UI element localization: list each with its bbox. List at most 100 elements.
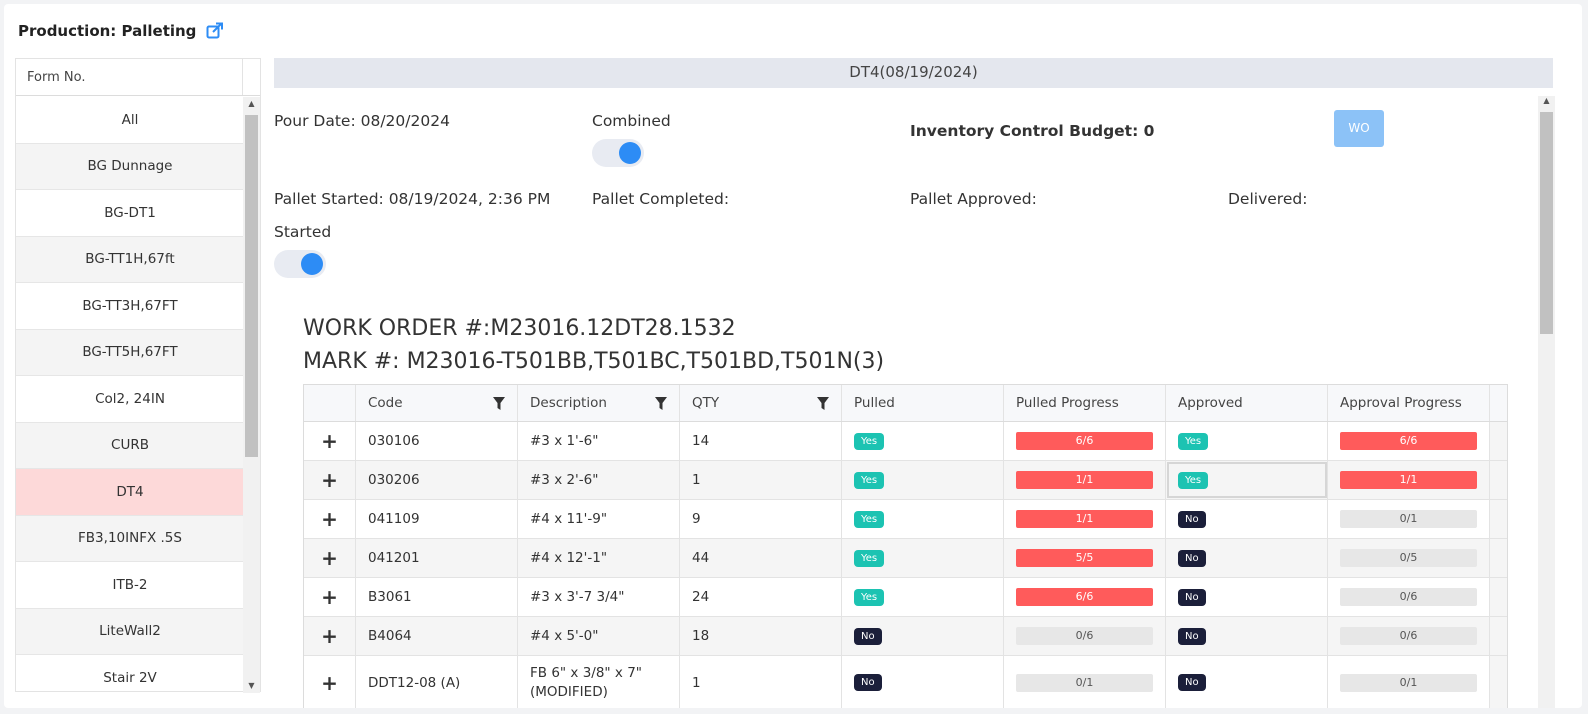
- filter-icon[interactable]: [655, 397, 667, 410]
- approval-progress-cell: 0/1: [1328, 656, 1490, 708]
- approved-cell[interactable]: No: [1166, 500, 1328, 538]
- pulled-cell: No: [842, 617, 1004, 655]
- expand-row-button[interactable]: +: [304, 461, 356, 499]
- scroll-up-icon[interactable]: ▲: [1543, 96, 1550, 105]
- pallet-details: Pour Date: 08/20/2024 Combined Inventory…: [274, 96, 1538, 708]
- column-header-approval-progress[interactable]: Approval Progress: [1328, 385, 1490, 421]
- started-label: Started: [274, 223, 332, 241]
- approved-cell[interactable]: No: [1166, 617, 1328, 655]
- table-row[interactable]: + DDT12-08 (A) FB 6" x 3/8" x 7" (MODIFIED…: [304, 656, 1507, 708]
- form-list-item[interactable]: BG-DT1: [16, 190, 244, 237]
- details-scrollbar[interactable]: ▲: [1538, 96, 1555, 708]
- expand-row-button[interactable]: +: [304, 656, 356, 708]
- progress-bar: 1/1: [1016, 471, 1153, 489]
- pulled-cell: Yes: [842, 539, 1004, 577]
- description-cell: FB 6" x 3/8" x 7" (MODIFIED): [518, 656, 680, 708]
- form-list-item[interactable]: BG-TT1H,67ft: [16, 236, 244, 283]
- form-list-item[interactable]: All: [16, 97, 244, 144]
- column-header-pulled-progress[interactable]: Pulled Progress: [1004, 385, 1166, 421]
- progress-bar: 0/6: [1340, 627, 1477, 645]
- external-link-icon[interactable]: [206, 22, 224, 40]
- table-row[interactable]: + B4064 #4 x 5'-0" 18 No 0/6 No 0/6: [304, 617, 1507, 656]
- wo-button[interactable]: WO: [1334, 110, 1384, 147]
- scrollbar-thumb[interactable]: [1540, 112, 1553, 334]
- pulled-progress-cell: 6/6: [1004, 422, 1166, 460]
- work-order-grid: Code Description QTY Pulled Pulled Progr…: [303, 384, 1508, 708]
- form-list-item[interactable]: Stair 2V: [16, 655, 244, 693]
- progress-bar: 0/6: [1016, 627, 1153, 645]
- form-list-items: All BG Dunnage BG-DT1 BG-TT1H,67ft BG-TT3H,6…: [16, 97, 244, 693]
- column-header-pulled[interactable]: Pulled: [842, 385, 1004, 421]
- form-list-item[interactable]: DT4: [16, 469, 244, 516]
- progress-bar: 6/6: [1340, 432, 1477, 450]
- column-header-description[interactable]: Description: [518, 385, 680, 421]
- column-header-qty[interactable]: QTY: [680, 385, 842, 421]
- status-badge: Yes: [854, 510, 885, 528]
- inventory-budget: Inventory Control Budget: 0: [910, 122, 1155, 140]
- pulled-progress-cell: 0/1: [1004, 656, 1166, 708]
- scrollbar-thumb[interactable]: [245, 115, 258, 457]
- status-badge: No: [854, 674, 882, 691]
- table-row[interactable]: +041109 #4 x 11'-9" 9 Yes 1/1 No 0/1: [304, 500, 1507, 539]
- toggle-knob: [301, 253, 323, 275]
- toggle-knob: [619, 142, 641, 164]
- approved-cell[interactable]: Yes: [1166, 461, 1328, 499]
- approval-progress-cell: 1/1: [1328, 461, 1490, 499]
- qty-cell: 1: [680, 461, 842, 499]
- form-list-item[interactable]: BG-TT3H,67FT: [16, 283, 244, 330]
- status-badge: No: [1178, 627, 1206, 645]
- column-header-code[interactable]: Code: [356, 385, 518, 421]
- form-list-item[interactable]: ITB-2: [16, 562, 244, 609]
- column-header-label: Description: [530, 395, 607, 411]
- started-toggle[interactable]: [274, 250, 326, 278]
- scroll-down-icon[interactable]: ▼: [248, 681, 255, 690]
- combined-label: Combined: [592, 112, 671, 130]
- table-row[interactable]: +030106 #3 x 1'-6" 14 Yes 6/6 Yes 6/6: [304, 422, 1507, 461]
- form-list-item[interactable]: LiteWall2: [16, 608, 244, 655]
- expand-row-button[interactable]: +: [304, 422, 356, 460]
- column-header-approved[interactable]: Approved: [1166, 385, 1328, 421]
- form-list-item[interactable]: BG-TT5H,67FT: [16, 329, 244, 376]
- filter-icon[interactable]: [817, 397, 829, 410]
- approved-cell[interactable]: No: [1166, 656, 1328, 708]
- table-row[interactable]: + B3061 #3 x 3'-7 3/4" 24 Yes 6/6 No 0/6: [304, 578, 1507, 617]
- approved-cell[interactable]: No: [1166, 578, 1328, 616]
- progress-bar: 0/6: [1340, 588, 1477, 606]
- approved-cell[interactable]: No: [1166, 539, 1328, 577]
- table-row[interactable]: +041201 #4 x 12'-1" 44 Yes 5/5 No 0/5: [304, 539, 1507, 578]
- approval-progress-cell: 0/5: [1328, 539, 1490, 577]
- expand-row-button[interactable]: +: [304, 500, 356, 538]
- form-list-item[interactable]: CURB: [16, 422, 244, 469]
- form-list-item[interactable]: FB3,10INFX .5S: [16, 515, 244, 562]
- filter-icon[interactable]: [493, 397, 505, 410]
- form-list-item[interactable]: BG Dunnage: [16, 143, 244, 190]
- expand-row-button[interactable]: +: [304, 539, 356, 577]
- code-cell: 030106: [356, 422, 518, 460]
- table-row[interactable]: +030206 #3 x 2'-6" 1 Yes 1/1 Yes 1/1: [304, 461, 1507, 500]
- mark-title: MARK #: M23016-T501BB,T501BC,T501BD,T501…: [303, 349, 885, 374]
- progress-bar: 6/6: [1016, 588, 1153, 606]
- form-list-item[interactable]: Col2, 24IN: [16, 376, 244, 423]
- form-list-scrollbar[interactable]: ▲ ▼: [243, 97, 260, 693]
- expand-row-button[interactable]: +: [304, 617, 356, 655]
- expand-row-button[interactable]: +: [304, 578, 356, 616]
- pulled-progress-cell: 1/1: [1004, 500, 1166, 538]
- pulled-progress-cell: 1/1: [1004, 461, 1166, 499]
- pulled-cell: Yes: [842, 500, 1004, 538]
- combined-toggle[interactable]: [592, 139, 644, 167]
- code-cell: 041109: [356, 500, 518, 538]
- status-badge: Yes: [854, 549, 885, 567]
- pulled-cell: No: [842, 656, 1004, 708]
- description-cell: #4 x 12'-1": [518, 539, 680, 577]
- pour-date: Pour Date: 08/20/2024: [274, 112, 450, 130]
- scroll-up-icon[interactable]: ▲: [248, 99, 255, 108]
- form-no-column-header[interactable]: Form No.: [16, 59, 243, 95]
- pallet-approved: Pallet Approved:: [910, 190, 1037, 208]
- progress-bar: 0/1: [1340, 673, 1477, 692]
- approved-cell[interactable]: Yes: [1166, 422, 1328, 460]
- description-cell: #3 x 3'-7 3/4": [518, 578, 680, 616]
- approval-progress-cell: 0/6: [1328, 617, 1490, 655]
- form-list: Form No. All BG Dunnage BG-DT1 BG-TT1H,67ft…: [15, 58, 261, 693]
- status-badge: No: [854, 627, 882, 645]
- pulled-cell: Yes: [842, 422, 1004, 460]
